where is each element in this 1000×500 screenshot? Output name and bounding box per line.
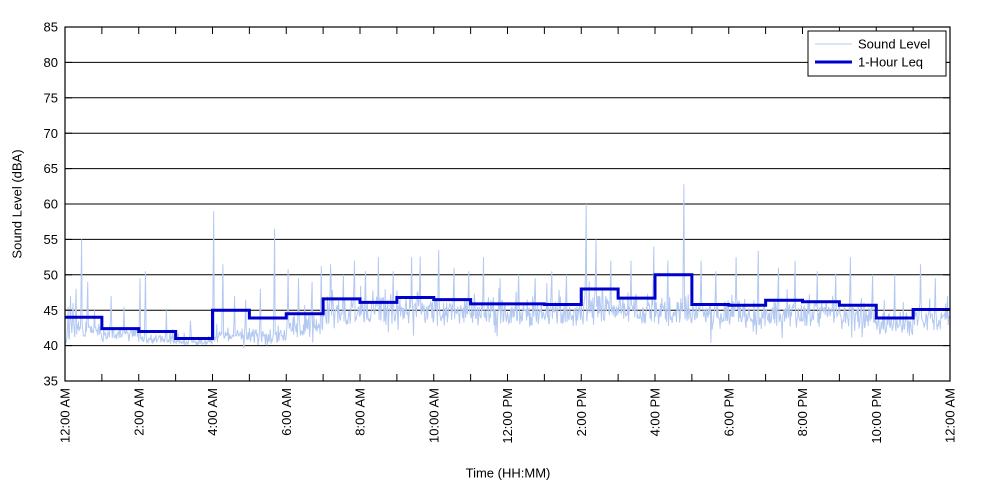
x-tick-label: 2:00 PM — [574, 388, 589, 436]
y-tick-label: 65 — [44, 161, 58, 176]
x-tick-label: 10:00 AM — [426, 388, 441, 443]
x-tick-label: 4:00 PM — [648, 388, 663, 436]
y-tick-label: 45 — [44, 303, 58, 318]
x-tick-label: 12:00 AM — [58, 388, 73, 443]
x-tick-label: 8:00 AM — [353, 388, 368, 436]
x-tick-label: 6:00 AM — [279, 388, 294, 436]
y-tick-label: 40 — [44, 338, 58, 353]
y-tick-label: 80 — [44, 55, 58, 70]
x-tick-label: 12:00 AM — [943, 388, 958, 443]
x-axis-title: Time (HH:MM) — [465, 465, 551, 481]
y-axis-title: Sound Level (dBA) — [9, 149, 25, 259]
sound-level-series-line — [64, 184, 950, 349]
y-tick-label: 50 — [44, 267, 58, 282]
y-tick-label: 35 — [44, 374, 58, 389]
y-tick-label: 70 — [44, 126, 58, 141]
x-tick-label: 10:00 PM — [869, 388, 884, 444]
x-tick-label: 8:00 PM — [795, 388, 810, 436]
legend-label-1-hour-leq: 1-Hour Leq — [858, 55, 923, 70]
x-tick-label: 4:00 AM — [205, 388, 220, 436]
x-tick-label: 12:00 PM — [500, 388, 515, 444]
y-tick-label: 55 — [44, 232, 58, 247]
one-hour-leq-step-line — [65, 273, 950, 341]
x-tick-label: 6:00 PM — [721, 388, 736, 436]
legend-label-sound-level: Sound Level — [858, 37, 930, 52]
x-tick-label: 2:00 AM — [131, 388, 146, 436]
y-tick-label: 75 — [44, 90, 58, 105]
y-tick-label: 85 — [44, 20, 58, 35]
legend-box — [807, 30, 947, 77]
y-tick-label: 60 — [44, 197, 58, 212]
